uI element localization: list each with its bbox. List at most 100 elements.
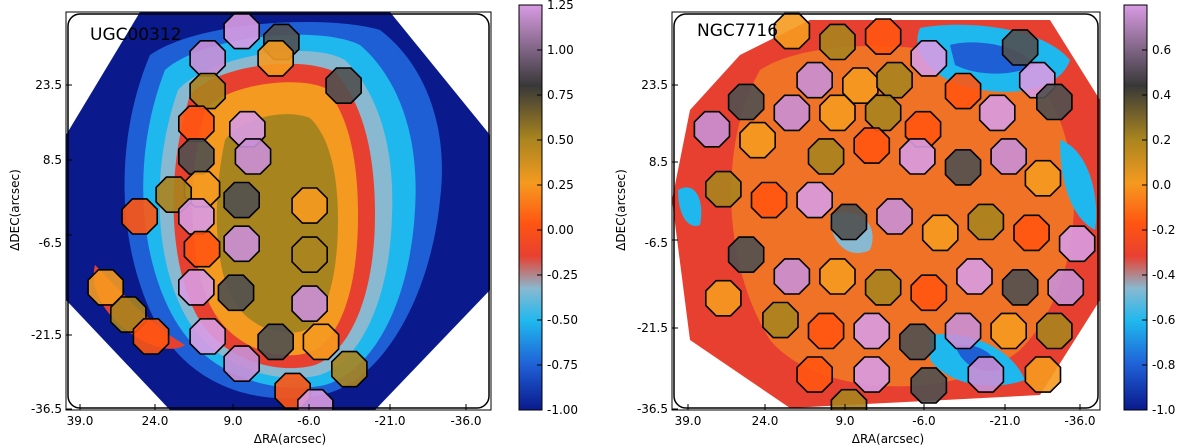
spaxel-region: [325, 67, 363, 104]
spaxel-region: [1024, 356, 1062, 393]
spaxel-region: [762, 301, 799, 339]
spaxel-region: [796, 61, 834, 99]
spaxel-region: [189, 72, 226, 110]
spaxel-region: [807, 312, 845, 350]
spaxel-region: [864, 18, 902, 55]
spaxel-region: [876, 61, 913, 99]
spaxel-region: [819, 23, 856, 61]
spaxel-region: [1058, 225, 1096, 263]
regions-layer-2: [693, 12, 1096, 410]
spaxel-region: [704, 170, 742, 208]
spaxel-region: [830, 388, 868, 410]
spaxel-region: [178, 268, 215, 306]
x-axis: 39.0 24.0 9.0 -6.0 -21.0 -36.0 ΔRA(arcse…: [675, 404, 1096, 446]
spaxel-region: [223, 12, 261, 50]
y-tick-label: -36.5: [31, 402, 62, 416]
fov-outline: [67, 13, 490, 409]
map-patch-blue-left: [678, 187, 702, 226]
colorbar-tick-label: -0.2: [1152, 223, 1175, 237]
x-tick-label: -36.0: [1064, 414, 1095, 428]
y-tick-label: -6.5: [645, 236, 668, 250]
spaxel-region: [853, 127, 891, 164]
spaxel-region: [841, 67, 879, 104]
spaxel-region: [189, 39, 226, 77]
spaxel-region: [796, 356, 834, 393]
x-tick-label: -21.0: [989, 414, 1020, 428]
spaxel-region: [1036, 312, 1073, 350]
spaxel-region: [1036, 83, 1073, 121]
x-tick-label: 24.0: [752, 414, 779, 428]
x-tick-label: 39.0: [675, 414, 702, 428]
spaxel-region: [189, 317, 226, 355]
spaxel-region: [910, 39, 948, 77]
plot-frame: [671, 11, 1101, 411]
y-tick-label: -6.5: [39, 236, 62, 250]
spaxel-region: [132, 317, 170, 355]
x-tick-label: 24.0: [142, 414, 169, 428]
spaxel-region: [773, 94, 811, 132]
colorbar-tick-label: 0.4: [1152, 88, 1171, 102]
colorbar-tick-label: 0.0: [1152, 178, 1171, 192]
spaxel-region: [1001, 268, 1039, 306]
spaxel-region: [291, 285, 329, 323]
spaxel-region: [223, 225, 261, 263]
spaxel-region: [155, 176, 192, 213]
spaxel-region: [183, 230, 221, 268]
plot-frame: [65, 11, 492, 411]
spaxel-region: [910, 367, 948, 404]
colorbar-tick-label: -0.6: [1152, 313, 1175, 327]
spaxel-region: [750, 181, 788, 219]
spaxel-region: [796, 181, 834, 219]
x-tick-label: -6.0: [912, 414, 935, 428]
y-axis: 23.5 8.5 -6.5 -21.5 -36.5 ΔDEC(arcsec): [614, 78, 678, 416]
colorbar-tick-label: 0.6: [1152, 43, 1171, 57]
spaxel-region: [87, 268, 124, 306]
y-axis: 23.5 8.5 -6.5 -21.5 -36.5 ΔDEC(arcsec): [8, 78, 72, 416]
spaxel-region: [257, 323, 295, 361]
y-tick-label: 8.5: [43, 153, 62, 167]
spaxel-region: [944, 149, 982, 186]
spaxel-region: [296, 388, 334, 410]
spaxel-region: [110, 296, 147, 333]
x-axis-label: ΔRA(arcsec): [254, 432, 327, 446]
spaxel-region: [921, 214, 959, 252]
colorbar-tick-label: -0.4: [1152, 268, 1175, 282]
y-tick-label: 23.5: [641, 78, 668, 92]
spaxel-region: [178, 138, 215, 175]
spaxel-region: [864, 94, 902, 132]
spaxel-region: [978, 94, 1016, 132]
x-tick-label: -21.0: [374, 414, 405, 428]
spaxel-region: [807, 138, 845, 175]
panel-ugc00312: UGC00312 23.5 8.5 -6.5 -21.5 -36.5 ΔDEC(…: [8, 0, 578, 446]
colorbar-tick-label: -1.00: [547, 403, 578, 417]
spaxel-region: [121, 198, 158, 235]
colorbar-tick-label: -0.25: [547, 268, 578, 282]
colorbar-tick-label: -0.8: [1152, 358, 1175, 372]
spaxel-region: [910, 274, 948, 312]
spaxel-region: [727, 83, 765, 121]
colorbar-gradient: [1123, 4, 1148, 411]
map-patch-blue-right: [1060, 140, 1097, 230]
spaxel-region: [727, 236, 765, 274]
spaxel-region: [819, 94, 856, 132]
x-tick-label: 9.0: [223, 414, 242, 428]
x-tick-label: -6.0: [297, 414, 320, 428]
colorbar-tick-label: -0.75: [547, 358, 578, 372]
spaxel-region: [853, 312, 891, 350]
spaxel-region: [234, 138, 272, 175]
spaxel-region: [853, 356, 891, 393]
fov-outline: [673, 13, 1099, 409]
regions-layer-1: [87, 12, 368, 410]
spaxel-region: [257, 39, 295, 77]
spaxel-region: [291, 236, 329, 274]
colorbar-tick-label: 0.50: [547, 133, 574, 147]
spaxel-region: [967, 356, 1005, 393]
y-tick-label: 8.5: [649, 155, 668, 169]
spaxel-region: [819, 258, 856, 295]
spaxel-region: [704, 279, 742, 317]
spaxel-region: [1047, 268, 1085, 306]
colorbar-tick-label: 0.25: [547, 178, 574, 192]
x-tick-label: -36.0: [450, 414, 481, 428]
spaxel-region: [178, 105, 215, 143]
spaxel-region: [302, 323, 340, 361]
